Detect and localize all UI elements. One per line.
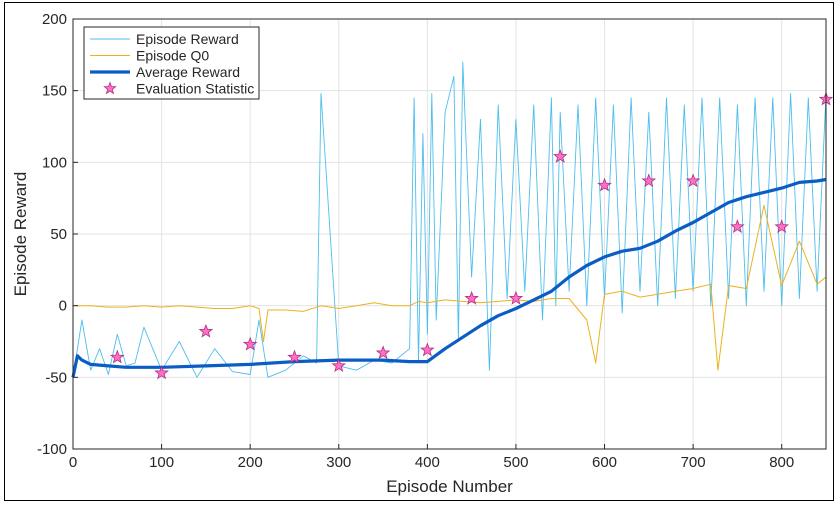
x-tick-label: 600: [592, 454, 617, 471]
evaluation-star: [641, 173, 657, 188]
evaluation-star: [375, 345, 391, 360]
evaluation-star: [331, 358, 346, 373]
legend-label-2: Average Reward: [136, 64, 240, 80]
evaluation-star: [553, 148, 568, 163]
x-tick-label: 0: [69, 454, 77, 471]
series-line-0: [72, 61, 827, 378]
x-tick-label: 500: [503, 454, 528, 471]
evaluation-star: [597, 177, 612, 192]
legend-label-0: Episode Reward: [136, 31, 239, 47]
y-tick-label: 50: [50, 226, 67, 243]
series-line-1: [73, 204, 827, 371]
series-layer: [71, 61, 834, 380]
evaluation-star: [464, 290, 479, 305]
evaluation-star: [154, 365, 169, 380]
evaluation-star: [774, 219, 789, 234]
x-tick-label: 800: [769, 454, 794, 471]
evaluation-star: [109, 349, 125, 364]
y-tick-label: 150: [42, 83, 67, 100]
x-tick-label: 400: [415, 454, 440, 471]
y-tick-label: 0: [59, 298, 67, 315]
y-tick-label: 200: [42, 11, 67, 28]
evaluation-star: [242, 336, 258, 351]
series-line-2: [71, 177, 827, 378]
y-tick-label: 100: [42, 154, 67, 171]
legend-label-1: Episode Q0: [136, 48, 209, 64]
evaluation-star: [730, 219, 745, 234]
evaluation-star: [508, 290, 524, 305]
legend-swatch-3: [103, 81, 117, 95]
tick-labels: 0 100 200 300 400 500 600 700 800 -100 -50 0 50 100 15…: [37, 11, 794, 471]
x-tick-label: 300: [326, 454, 351, 471]
y-tick-label: -100: [37, 441, 67, 458]
legend-label-3: Evaluation Statistic: [136, 81, 254, 97]
y-axis-label: Episode Reward: [11, 172, 30, 297]
x-tick-label: 200: [238, 454, 263, 471]
evaluation-star: [198, 323, 214, 338]
evaluation-star: [685, 173, 701, 188]
x-axis-label: Episode Number: [386, 477, 513, 496]
x-tick-label: 100: [149, 454, 174, 471]
x-tick-label: 700: [681, 454, 706, 471]
evaluation-star: [420, 342, 435, 357]
evaluation-star: [287, 349, 302, 364]
y-tick-label: -50: [45, 369, 67, 386]
